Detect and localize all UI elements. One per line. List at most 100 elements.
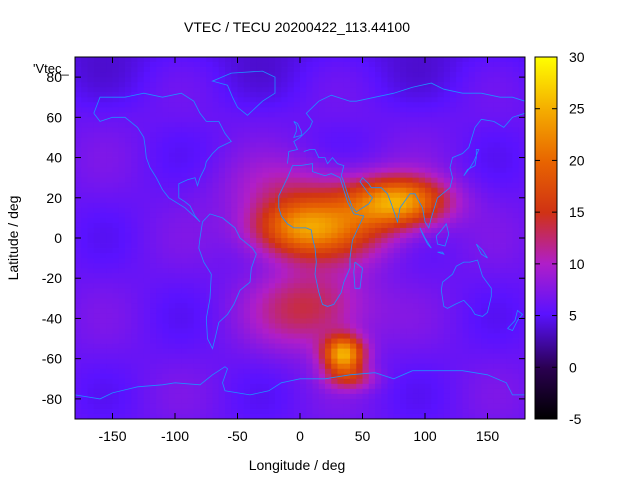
heatmap-cell bbox=[118, 72, 126, 78]
heatmap-cell bbox=[287, 187, 295, 194]
heatmap-cell bbox=[250, 157, 257, 163]
heatmap-cell bbox=[100, 413, 107, 419]
heatmap-cell bbox=[100, 222, 107, 229]
heatmap-cell bbox=[118, 398, 126, 405]
heatmap-cell bbox=[81, 328, 88, 334]
heatmap-cell bbox=[237, 368, 245, 375]
heatmap-cell bbox=[318, 57, 326, 63]
heatmap-cell bbox=[93, 348, 101, 355]
heatmap-cell bbox=[468, 238, 476, 244]
heatmap-cell bbox=[393, 353, 401, 360]
heatmap-cell bbox=[456, 227, 463, 234]
heatmap-cell bbox=[137, 258, 145, 264]
heatmap-cell bbox=[243, 333, 251, 339]
heatmap-cell bbox=[450, 298, 457, 304]
heatmap-cell bbox=[168, 167, 176, 174]
heatmap-cell bbox=[400, 197, 407, 204]
heatmap-cell bbox=[431, 283, 438, 289]
heatmap-cell bbox=[231, 107, 238, 113]
heatmap-cell bbox=[412, 308, 420, 314]
heatmap-cell bbox=[287, 157, 295, 163]
heatmap-cell bbox=[487, 293, 495, 299]
heatmap-cell bbox=[468, 142, 476, 148]
heatmap-cell bbox=[475, 348, 482, 355]
heatmap-cell bbox=[281, 318, 288, 324]
heatmap-cell bbox=[368, 273, 376, 279]
heatmap-cell bbox=[137, 358, 145, 365]
heatmap-cell bbox=[137, 323, 145, 329]
heatmap-cell bbox=[275, 408, 282, 415]
heatmap-cell bbox=[100, 323, 107, 329]
heatmap-cell bbox=[306, 72, 313, 78]
heatmap-cell bbox=[243, 187, 251, 194]
heatmap-cell bbox=[443, 308, 451, 314]
heatmap-cell bbox=[456, 232, 463, 239]
heatmap-cell bbox=[400, 248, 407, 254]
heatmap-cell bbox=[418, 248, 426, 254]
heatmap-cell bbox=[418, 298, 426, 304]
heatmap-cell bbox=[481, 202, 488, 209]
heatmap-cell bbox=[293, 268, 301, 274]
heatmap-cell bbox=[243, 142, 251, 148]
heatmap-cell bbox=[181, 273, 188, 279]
heatmap-cell bbox=[412, 187, 420, 194]
heatmap-cell bbox=[456, 248, 463, 254]
heatmap-cell bbox=[362, 308, 370, 314]
heatmap-cell bbox=[456, 102, 463, 108]
heatmap-cell bbox=[293, 117, 301, 123]
heatmap-cell bbox=[431, 167, 438, 174]
heatmap-cell bbox=[187, 243, 195, 249]
heatmap-cell bbox=[243, 97, 251, 103]
heatmap-cell bbox=[500, 217, 507, 224]
heatmap-cell bbox=[75, 217, 82, 224]
heatmap-cell bbox=[181, 142, 188, 148]
heatmap-cell bbox=[500, 232, 507, 239]
heatmap-cell bbox=[162, 253, 170, 259]
heatmap-cell bbox=[250, 308, 257, 314]
heatmap-cell bbox=[406, 373, 413, 380]
heatmap-cell bbox=[262, 333, 270, 339]
heatmap-cell bbox=[200, 112, 207, 118]
heatmap-cell bbox=[475, 77, 482, 83]
heatmap-cell bbox=[331, 318, 338, 324]
heatmap-cell bbox=[400, 333, 407, 339]
heatmap-cell bbox=[156, 82, 163, 88]
heatmap-cell bbox=[106, 137, 113, 143]
heatmap-cell bbox=[312, 338, 320, 344]
heatmap-cell bbox=[131, 162, 138, 169]
heatmap-cell bbox=[225, 62, 232, 68]
heatmap-cell bbox=[93, 227, 101, 234]
heatmap-cell bbox=[293, 77, 301, 83]
heatmap-cell bbox=[281, 192, 288, 199]
heatmap-cell bbox=[118, 378, 126, 385]
heatmap-cell bbox=[325, 177, 332, 184]
heatmap-cell bbox=[106, 308, 113, 314]
heatmap-cell bbox=[87, 288, 95, 294]
heatmap-cell bbox=[75, 403, 82, 410]
heatmap-cell bbox=[156, 147, 163, 153]
heatmap-cell bbox=[375, 388, 382, 395]
heatmap-cell bbox=[106, 97, 113, 103]
heatmap-cell bbox=[268, 127, 276, 133]
heatmap-cell bbox=[500, 333, 507, 339]
heatmap-cell bbox=[143, 298, 151, 304]
heatmap-cell bbox=[206, 408, 213, 415]
heatmap-cell bbox=[225, 82, 232, 88]
heatmap-cell bbox=[206, 338, 213, 344]
heatmap-cell bbox=[81, 162, 88, 169]
heatmap-cell bbox=[450, 142, 457, 148]
heatmap-cell bbox=[168, 82, 176, 88]
heatmap-cell bbox=[425, 112, 432, 118]
heatmap-cell bbox=[331, 222, 338, 229]
heatmap-cell bbox=[300, 358, 307, 365]
heatmap-cell bbox=[443, 77, 451, 83]
heatmap-cell bbox=[500, 127, 507, 133]
heatmap-cell bbox=[437, 238, 445, 244]
heatmap-cell bbox=[300, 243, 307, 249]
heatmap-cell bbox=[318, 77, 326, 83]
heatmap-cell bbox=[168, 222, 176, 229]
heatmap-cell bbox=[443, 152, 451, 158]
heatmap-cell bbox=[212, 323, 220, 329]
heatmap-cell bbox=[175, 288, 182, 294]
heatmap-cell bbox=[250, 353, 257, 360]
